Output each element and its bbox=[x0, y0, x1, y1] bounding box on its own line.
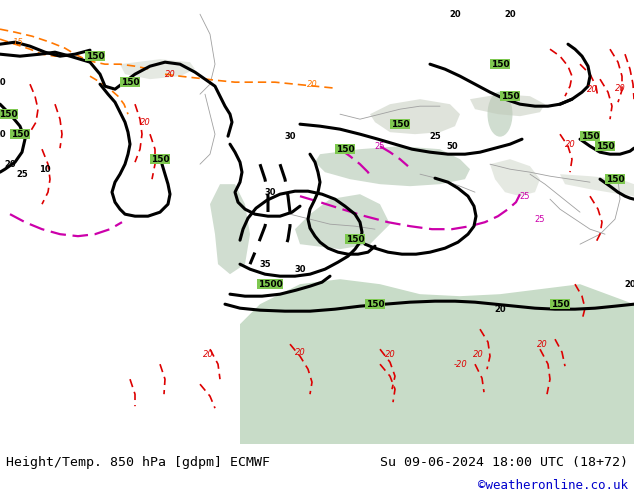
Polygon shape bbox=[120, 59, 195, 79]
Text: 150: 150 bbox=[366, 300, 384, 309]
Text: 150: 150 bbox=[0, 110, 17, 119]
Text: 20: 20 bbox=[385, 350, 396, 359]
Text: 150: 150 bbox=[491, 60, 509, 69]
Text: 150: 150 bbox=[551, 300, 569, 309]
Text: 20: 20 bbox=[203, 350, 214, 359]
Text: 35: 35 bbox=[259, 260, 271, 269]
Text: 20: 20 bbox=[472, 350, 483, 359]
Text: 20: 20 bbox=[494, 305, 506, 314]
Text: 20: 20 bbox=[614, 84, 625, 93]
Text: 150: 150 bbox=[605, 174, 624, 184]
Text: 10: 10 bbox=[39, 165, 51, 173]
Text: 20: 20 bbox=[504, 10, 516, 19]
Text: -20: -20 bbox=[453, 360, 467, 368]
Polygon shape bbox=[240, 279, 634, 444]
Polygon shape bbox=[490, 159, 540, 196]
Text: 20: 20 bbox=[536, 340, 547, 349]
Text: 150: 150 bbox=[501, 92, 519, 100]
Text: 25: 25 bbox=[429, 132, 441, 141]
Text: 150: 150 bbox=[581, 132, 599, 141]
Polygon shape bbox=[210, 184, 250, 274]
Text: 20: 20 bbox=[165, 70, 176, 79]
Text: 20: 20 bbox=[565, 140, 576, 148]
Text: ©weatheronline.co.uk: ©weatheronline.co.uk bbox=[477, 479, 628, 490]
Text: Su 09-06-2024 18:00 UTC (18+72): Su 09-06-2024 18:00 UTC (18+72) bbox=[380, 456, 628, 469]
Text: 20: 20 bbox=[4, 160, 16, 169]
Text: Height/Temp. 850 hPa [gdpm] ECMWF: Height/Temp. 850 hPa [gdpm] ECMWF bbox=[6, 456, 270, 469]
Text: 20: 20 bbox=[0, 78, 6, 87]
Text: 25: 25 bbox=[534, 215, 545, 223]
Text: 30: 30 bbox=[294, 265, 306, 274]
Text: 150: 150 bbox=[120, 78, 139, 87]
Text: 30: 30 bbox=[284, 132, 295, 141]
Text: 150: 150 bbox=[151, 155, 169, 164]
Text: 150: 150 bbox=[335, 145, 354, 154]
Text: 30: 30 bbox=[264, 188, 276, 196]
Ellipse shape bbox=[488, 92, 512, 137]
Text: 20: 20 bbox=[624, 280, 634, 289]
Text: 150: 150 bbox=[86, 51, 105, 61]
Text: 20: 20 bbox=[295, 348, 306, 357]
Text: 20: 20 bbox=[586, 85, 597, 94]
Text: 15: 15 bbox=[13, 38, 23, 47]
Text: 150: 150 bbox=[391, 120, 410, 129]
Text: 50: 50 bbox=[446, 142, 458, 151]
Text: 20: 20 bbox=[139, 118, 150, 127]
Text: 1500: 1500 bbox=[257, 280, 282, 289]
Text: 20: 20 bbox=[0, 130, 6, 139]
Text: 150: 150 bbox=[596, 142, 614, 151]
Text: 150: 150 bbox=[346, 235, 365, 244]
Text: 150: 150 bbox=[11, 130, 29, 139]
Text: 25: 25 bbox=[520, 192, 530, 201]
Polygon shape bbox=[295, 194, 390, 249]
Text: 20: 20 bbox=[449, 10, 461, 19]
Polygon shape bbox=[560, 174, 634, 196]
Polygon shape bbox=[370, 99, 460, 134]
Text: 20: 20 bbox=[307, 80, 318, 89]
Polygon shape bbox=[315, 146, 470, 186]
Polygon shape bbox=[470, 94, 545, 116]
Text: 25: 25 bbox=[375, 142, 385, 151]
Text: 25: 25 bbox=[16, 170, 28, 179]
